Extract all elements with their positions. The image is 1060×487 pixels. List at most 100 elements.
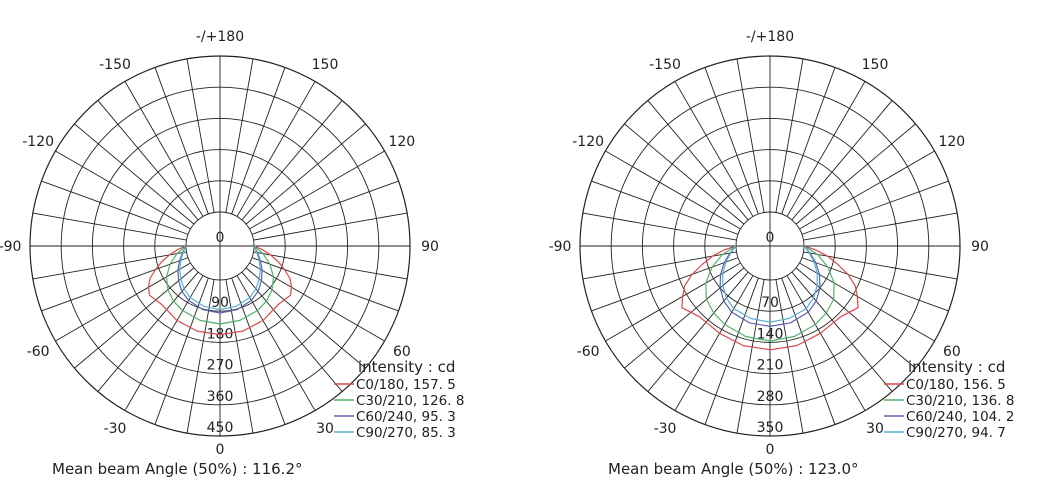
grid-spoke — [251, 257, 399, 312]
angle-tick-label: 30 — [316, 421, 334, 437]
grid-spoke — [97, 271, 199, 392]
grid-spoke — [124, 81, 204, 217]
grid-spoke — [231, 277, 286, 425]
angle-tick-label: -90 — [0, 239, 21, 255]
grid-spoke — [236, 81, 316, 217]
grid-spoke — [801, 257, 949, 312]
angle-tick-label: -/+180 — [196, 29, 244, 45]
grid-ring — [610, 86, 930, 406]
legend-entry: C90/270, 94. 7 — [906, 425, 1006, 441]
grid-spoke — [41, 257, 189, 312]
grid-spoke — [624, 267, 745, 369]
radial-tick-label: 0 — [766, 230, 775, 246]
angle-tick-label: 120 — [388, 134, 415, 150]
radial-tick-label: 0 — [216, 230, 225, 246]
grid-spoke — [186, 58, 215, 213]
grid-ring — [704, 180, 836, 312]
angle-tick-label: -30 — [654, 421, 677, 437]
radial-tick-label: 270 — [207, 358, 234, 374]
grid-ring — [579, 55, 961, 437]
legend-entry: C60/240, 95. 3 — [356, 409, 456, 425]
grid-spoke — [74, 267, 195, 369]
angle-tick-label: 0 — [766, 442, 775, 458]
grid-spoke — [775, 58, 804, 213]
grid-spoke — [781, 277, 836, 425]
grid-spoke — [704, 67, 759, 215]
radial-tick-label: 360 — [207, 389, 234, 405]
angle-tick-label: 120 — [938, 134, 965, 150]
grid-spoke — [241, 100, 343, 221]
grid-spoke — [97, 100, 199, 221]
angle-tick-label: -120 — [572, 134, 604, 150]
grid-spoke — [647, 271, 749, 392]
grid-spoke — [582, 251, 737, 280]
grid-spoke — [32, 212, 187, 241]
grid-ring — [123, 149, 317, 343]
grid-spoke — [791, 271, 893, 392]
grid-spoke — [249, 262, 385, 342]
grid-ring — [60, 86, 380, 406]
radial-tick-label: 140 — [757, 326, 784, 342]
grid-spoke — [225, 279, 254, 434]
angle-tick-label: 90 — [421, 239, 439, 255]
grid-spoke — [799, 150, 935, 230]
grid-spoke — [231, 67, 286, 215]
grid-spoke — [55, 262, 191, 342]
grid-spoke — [791, 100, 893, 221]
grid-spoke — [624, 123, 745, 225]
radial-tick-label: 70 — [761, 295, 779, 311]
grid-spoke — [32, 251, 187, 280]
legend-entry: C90/270, 85. 3 — [356, 425, 456, 441]
angle-tick-label: -/+180 — [746, 29, 794, 45]
grid-spoke — [245, 267, 366, 369]
grid-spoke — [55, 150, 191, 230]
grid-spoke — [251, 180, 399, 235]
grid-spoke — [736, 279, 765, 434]
grid-ring — [641, 117, 899, 375]
grid-spoke — [647, 100, 749, 221]
grid-ring — [154, 180, 286, 312]
angle-tick-label: -60 — [27, 344, 50, 360]
grid-spoke — [154, 67, 209, 215]
series-curve — [719, 245, 821, 327]
angle-tick-label: -60 — [577, 344, 600, 360]
radial-tick-label: 90 — [211, 295, 229, 311]
legend-entry: C0/180, 157. 5 — [356, 377, 456, 393]
grid-spoke — [674, 81, 754, 217]
grid-spoke — [605, 150, 741, 230]
grid-spoke — [704, 277, 759, 425]
series-curve — [179, 245, 261, 311]
angle-tick-label: 60 — [393, 344, 411, 360]
angle-tick-label: 60 — [943, 344, 961, 360]
series-curve — [705, 245, 835, 342]
grid-spoke — [801, 180, 949, 235]
grid-spoke — [41, 180, 189, 235]
radial-tick-label: 210 — [757, 358, 784, 374]
grid-ring — [673, 149, 867, 343]
grid-ring — [91, 117, 349, 375]
polar-chart-2: 0 70 140 210 280 350 -/+180 150 120 90 60 30 0 -30 -60… — [549, 29, 1015, 478]
series-curve — [722, 245, 818, 323]
grid-spoke — [74, 123, 195, 225]
beam-angle-caption: Mean beam Angle (50%) : 123.0° — [608, 460, 859, 478]
grid-spoke — [154, 277, 209, 425]
legend-entry: C30/210, 126. 8 — [356, 393, 464, 409]
grid-spoke — [786, 275, 866, 411]
series-curve — [177, 245, 263, 314]
grid-spoke — [799, 262, 935, 342]
angle-tick-label: 0 — [216, 442, 225, 458]
legend-entry: C60/240, 104. 2 — [906, 409, 1014, 425]
legend-title: intensity : cd — [358, 358, 455, 376]
grid-spoke — [591, 180, 739, 235]
series-curve — [681, 245, 859, 351]
grid-spoke — [245, 123, 366, 225]
grid-spoke — [674, 275, 754, 411]
series-curve — [165, 245, 275, 325]
grid-spoke — [253, 251, 408, 280]
grid-spoke — [736, 58, 765, 213]
grid-spoke — [786, 81, 866, 217]
grid-spoke — [582, 212, 737, 241]
legend-title: intensity : cd — [908, 358, 1005, 376]
grid-spoke — [186, 279, 215, 434]
